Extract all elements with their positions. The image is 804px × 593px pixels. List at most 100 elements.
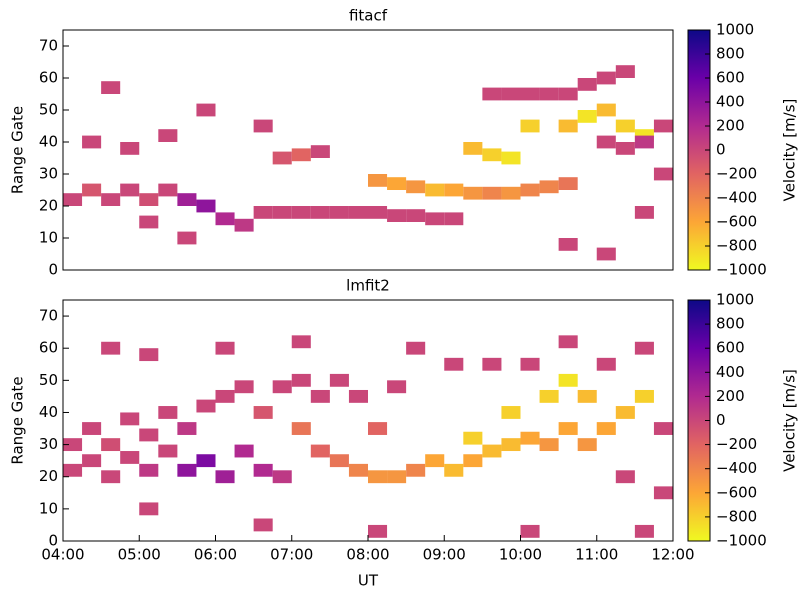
cell xyxy=(120,142,140,155)
cell xyxy=(482,186,502,200)
cell xyxy=(520,87,540,101)
cell xyxy=(253,119,273,133)
cell xyxy=(425,454,445,468)
cell xyxy=(348,206,368,219)
cell xyxy=(444,183,464,197)
colorbar-tick-label: 200 xyxy=(716,387,745,405)
colorbar-tick-label: 1000 xyxy=(716,291,754,309)
cell xyxy=(101,81,121,94)
x-tick-label: 08:00 xyxy=(346,546,389,564)
cell xyxy=(653,486,673,500)
cell xyxy=(329,373,349,387)
panel-title: lmfit2 xyxy=(346,277,390,295)
cell xyxy=(425,183,445,197)
cell xyxy=(368,174,388,187)
cell xyxy=(177,193,197,206)
cell xyxy=(291,148,311,162)
cell xyxy=(234,380,254,394)
x-tick-label: 04:00 xyxy=(41,546,84,564)
cell xyxy=(482,444,502,458)
cell xyxy=(387,380,407,394)
cell xyxy=(653,119,673,133)
cell xyxy=(520,183,540,197)
cell xyxy=(596,357,616,371)
cell xyxy=(463,186,483,200)
cell xyxy=(558,87,578,101)
cell xyxy=(139,502,159,516)
cell xyxy=(406,209,426,222)
cell xyxy=(577,110,597,123)
cell xyxy=(291,206,311,219)
colorbar-tick-label: 800 xyxy=(716,45,745,63)
cell xyxy=(596,135,616,149)
x-tick-label: 11:00 xyxy=(575,546,618,564)
y-axis-label: Range Gate xyxy=(9,106,27,194)
colorbar-tick-label: −400 xyxy=(716,459,757,477)
cell xyxy=(82,422,102,435)
panel-title: fitacf xyxy=(349,7,388,25)
cell xyxy=(158,183,178,197)
cell xyxy=(329,206,349,219)
cell xyxy=(406,341,426,355)
y-axis-label: Range Gate xyxy=(9,376,27,464)
cell xyxy=(82,135,102,149)
y-tick-label: 10 xyxy=(39,229,58,247)
cell xyxy=(253,518,273,532)
cell xyxy=(653,422,673,435)
x-tick-label: 07:00 xyxy=(270,546,313,564)
cell xyxy=(215,470,235,484)
cell xyxy=(120,451,140,464)
colorbar-tick-label: −1000 xyxy=(716,261,767,279)
cell xyxy=(272,470,292,484)
cell xyxy=(615,119,635,133)
cell xyxy=(253,406,273,419)
cell xyxy=(63,438,83,452)
colorbar-tick-label: −800 xyxy=(716,237,757,255)
x-axis-label: UT xyxy=(358,572,379,590)
y-tick-label: 50 xyxy=(39,101,58,119)
cell xyxy=(139,463,159,477)
cell xyxy=(177,463,197,477)
colorbar-tick-label: 0 xyxy=(716,411,726,429)
y-tick-label: 20 xyxy=(39,467,58,485)
cell xyxy=(291,422,311,435)
cell xyxy=(615,142,635,155)
cell xyxy=(539,180,559,194)
cell xyxy=(463,142,483,155)
cell xyxy=(596,422,616,435)
cell xyxy=(177,422,197,435)
y-tick-label: 30 xyxy=(39,165,58,183)
cell xyxy=(387,177,407,190)
colorbar-tick-label: −800 xyxy=(716,507,757,525)
cell xyxy=(387,209,407,222)
cell xyxy=(196,199,216,213)
y-tick-label: 60 xyxy=(39,339,58,357)
x-tick-label: 06:00 xyxy=(194,546,237,564)
cell xyxy=(501,186,521,200)
cell xyxy=(634,389,654,403)
cell xyxy=(215,341,235,355)
cell xyxy=(539,438,559,452)
x-tick-label: 12:00 xyxy=(651,546,694,564)
colorbar-tick-label: 600 xyxy=(716,69,745,87)
cell xyxy=(158,444,178,458)
cell xyxy=(615,65,635,78)
y-tick-label: 70 xyxy=(39,307,58,325)
cell xyxy=(577,78,597,91)
cell xyxy=(63,463,83,477)
cell xyxy=(253,206,273,219)
colorbar-tick-label: −200 xyxy=(716,435,757,453)
cell xyxy=(501,406,521,419)
colorbar-tick-label: −1000 xyxy=(716,532,767,550)
cell xyxy=(387,470,407,484)
cell xyxy=(425,212,445,226)
cell xyxy=(158,406,178,419)
colorbar-tick-label: −200 xyxy=(716,165,757,183)
x-tick-label: 09:00 xyxy=(423,546,466,564)
cell xyxy=(101,438,121,452)
cell xyxy=(139,193,159,206)
colorbar-tick-label: 800 xyxy=(716,315,745,333)
cell xyxy=(177,231,197,245)
cell xyxy=(615,470,635,484)
cell xyxy=(520,119,540,133)
